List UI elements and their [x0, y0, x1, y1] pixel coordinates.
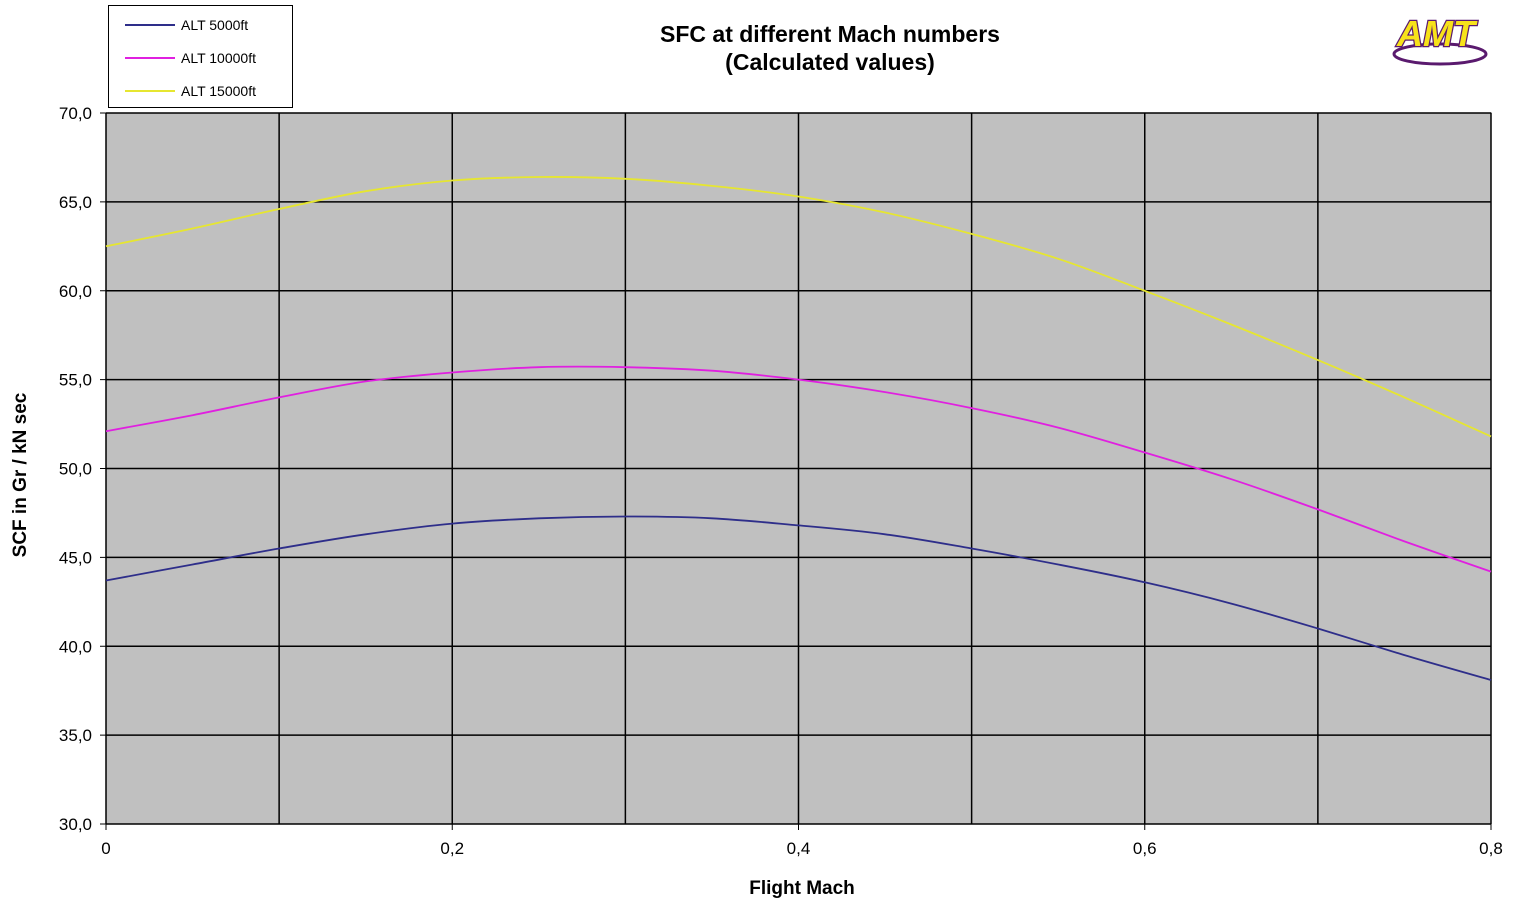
- x-tick-label: 0,6: [1133, 839, 1157, 858]
- legend-label: ALT 10000ft: [181, 50, 256, 66]
- y-tick-label: 55,0: [59, 371, 92, 390]
- y-axis-title: SCF in Gr / kN sec: [10, 392, 31, 557]
- legend-label: ALT 5000ft: [181, 17, 249, 33]
- legend: ALT 5000ft ALT 10000ft ALT 15000ft: [108, 5, 293, 108]
- legend-swatch: [125, 24, 175, 26]
- legend-swatch: [125, 57, 175, 59]
- x-tick-label: 0,8: [1479, 839, 1503, 858]
- chart-title: SFC at different Mach numbers (Calculate…: [560, 20, 1100, 76]
- chart-title-line-1: SFC at different Mach numbers: [660, 21, 1000, 47]
- series-line-2: [105, 365, 1492, 573]
- amt-logo: AMT: [1392, 12, 1488, 66]
- y-tick-label: 30,0: [59, 815, 92, 834]
- legend-label: ALT 15000ft: [181, 83, 256, 99]
- series-line-1: [105, 515, 1492, 681]
- legend-item: ALT 10000ft: [125, 48, 256, 68]
- series-line-3: [105, 176, 1492, 438]
- x-axis-title: Flight Mach: [749, 878, 855, 899]
- y-tick-label: 40,0: [59, 637, 92, 656]
- y-tick-label: 35,0: [59, 726, 92, 745]
- y-axis-ticks: 30,0 35,0 40,0 45,0 50,0 55,0 60,0 65,0 70,0: [59, 104, 106, 834]
- chart-title-line-2: (Calculated values): [725, 49, 935, 75]
- y-tick-label: 45,0: [59, 548, 92, 567]
- y-tick-label: 70,0: [59, 104, 92, 123]
- y-tick-label: 60,0: [59, 282, 92, 301]
- x-axis-ticks: 0 0,2 0,4 0,6 0,8: [101, 824, 1503, 858]
- logo-swoosh: [1392, 42, 1488, 66]
- x-tick-label: 0,2: [440, 839, 464, 858]
- logo-text: AMT: [1396, 13, 1478, 54]
- y-tick-label: 50,0: [59, 460, 92, 479]
- x-tick-label: 0: [101, 839, 110, 858]
- legend-item: ALT 15000ft: [125, 81, 256, 101]
- series-lines: [105, 176, 1492, 681]
- legend-swatch: [125, 90, 175, 92]
- x-tick-label: 0,4: [787, 839, 811, 858]
- legend-item: ALT 5000ft: [125, 15, 248, 35]
- y-tick-label: 65,0: [59, 193, 92, 212]
